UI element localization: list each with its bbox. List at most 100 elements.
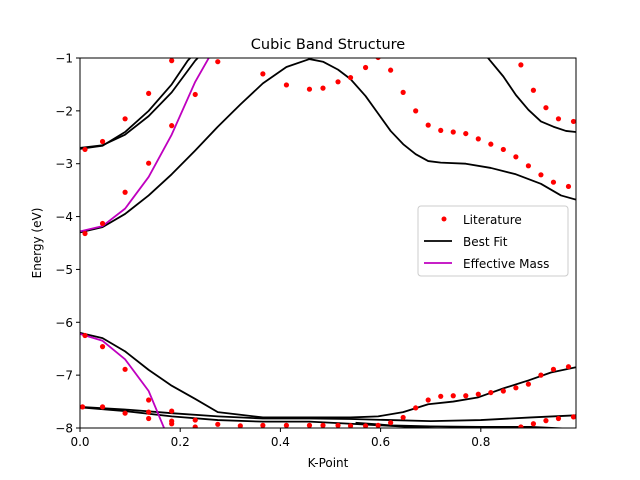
x-tick-label-4: 0.8 xyxy=(471,435,490,449)
literature-point-68 xyxy=(438,393,444,399)
literature-point-50 xyxy=(169,408,175,414)
literature-point-11 xyxy=(82,230,88,237)
y-tick-label-2: −6 xyxy=(55,316,73,330)
legend-label-best-fit: Best Fit xyxy=(463,235,508,249)
x-tick-label-2: 0.4 xyxy=(271,435,290,449)
literature-point-27 xyxy=(475,136,481,142)
literature-point-73 xyxy=(500,388,506,394)
legend-label-literature: Literature xyxy=(463,213,522,227)
literature-point-63 xyxy=(375,422,381,428)
literature-point-23 xyxy=(425,122,431,128)
literature-point-7 xyxy=(169,123,175,129)
literature-point-70 xyxy=(463,393,469,399)
literature-point-18 xyxy=(362,64,369,71)
literature-point-15 xyxy=(320,85,326,91)
y-tick-label-4: −4 xyxy=(55,210,73,224)
y-axis-ticks: −8 −7 −6 −5 −4 −3 −2 −1 xyxy=(55,52,80,436)
literature-point-30 xyxy=(513,154,519,160)
literature-point-21 xyxy=(400,89,406,95)
literature-point-19 xyxy=(375,58,381,61)
literature-point-52 xyxy=(169,421,175,427)
literature-point-32 xyxy=(538,172,544,178)
literature-point-1 xyxy=(99,138,106,145)
literature-point-59 xyxy=(320,422,326,428)
literature-point-26 xyxy=(463,130,469,137)
legend: Literature Best Fit Effective Mass xyxy=(417,205,569,277)
literature-point-65 xyxy=(400,414,406,421)
literature-point-55 xyxy=(237,423,243,428)
y-tick-label-7: −1 xyxy=(55,52,73,66)
y-tick-label-1: −7 xyxy=(55,369,73,383)
literature-point-29 xyxy=(500,146,506,153)
x-axis-ticks: 0.0 0.2 0.4 0.6 0.8 xyxy=(70,428,490,449)
literature-point-6 xyxy=(192,91,198,98)
x-tick-label-1: 0.2 xyxy=(171,435,190,449)
legend-label-effective-mass: Effective Mass xyxy=(463,257,549,271)
best-fit-line-7 xyxy=(355,421,573,428)
literature-point-45 xyxy=(192,424,198,428)
literature-point-22 xyxy=(413,108,419,114)
literature-point-33 xyxy=(550,179,557,185)
x-axis-label: K-Point xyxy=(308,456,349,470)
literature-point-3 xyxy=(146,90,152,97)
literature-point-82 xyxy=(555,415,562,422)
literature-point-66 xyxy=(413,405,419,411)
literature-point-38 xyxy=(555,116,562,122)
y-tick-label-3: −5 xyxy=(55,263,73,277)
literature-point-72 xyxy=(488,389,494,396)
literature-point-35 xyxy=(518,62,524,68)
effective-mass-line-1 xyxy=(80,333,166,428)
literature-point-47 xyxy=(99,404,106,410)
literature-point-16 xyxy=(335,79,341,85)
literature-point-39 xyxy=(570,118,576,125)
literature-point-67 xyxy=(425,397,431,403)
literature-point-49 xyxy=(146,409,152,415)
literature-point-5 xyxy=(215,59,221,65)
literature-point-60 xyxy=(335,422,341,428)
y-tick-label-0: −8 xyxy=(55,422,73,436)
x-tick-label-3: 0.6 xyxy=(371,435,390,449)
series-layer xyxy=(80,58,576,428)
literature-point-56 xyxy=(260,422,266,428)
best-fit-line-5 xyxy=(80,405,576,423)
literature-point-62 xyxy=(362,423,369,428)
literature-point-2 xyxy=(122,116,128,122)
chart-title: Cubic Band Structure xyxy=(251,37,405,53)
best-fit-line-4 xyxy=(80,331,576,419)
literature-point-43 xyxy=(146,397,152,403)
literature-point-25 xyxy=(450,129,456,135)
best-fit-line-1 xyxy=(80,58,192,150)
literature-point-75 xyxy=(525,381,532,387)
literature-point-46 xyxy=(80,404,86,410)
literature-point-71 xyxy=(475,391,481,397)
literature-point-79 xyxy=(518,424,524,428)
literature-point-0 xyxy=(82,146,88,153)
literature-point-81 xyxy=(543,418,549,424)
literature-point-51 xyxy=(146,415,152,422)
literature-point-58 xyxy=(306,422,313,428)
x-tick-label-0: 0.0 xyxy=(70,435,89,449)
literature-point-28 xyxy=(488,141,494,147)
plot-frame xyxy=(79,57,577,429)
literature-point-31 xyxy=(525,163,532,169)
literature-point-57 xyxy=(283,422,290,428)
literature-point-48 xyxy=(122,410,128,416)
literature-point-10 xyxy=(99,220,106,227)
y-tick-label-6: −2 xyxy=(55,104,73,118)
best-fit-line-3 xyxy=(486,58,576,133)
y-tick-label-5: −3 xyxy=(55,157,73,171)
literature-point-20 xyxy=(388,67,394,73)
literature-point-4 xyxy=(169,58,175,64)
literature-point-54 xyxy=(215,421,221,427)
literature-point-17 xyxy=(347,74,354,81)
literature-point-80 xyxy=(530,421,537,427)
literature-point-13 xyxy=(283,82,290,88)
literature-point-12 xyxy=(260,71,266,77)
literature-point-64 xyxy=(388,420,394,426)
literature-point-77 xyxy=(550,366,557,372)
literature-point-36 xyxy=(530,87,537,93)
literature-point-41 xyxy=(99,344,106,350)
literature-point-40 xyxy=(82,332,88,339)
literature-point-34 xyxy=(565,183,572,190)
